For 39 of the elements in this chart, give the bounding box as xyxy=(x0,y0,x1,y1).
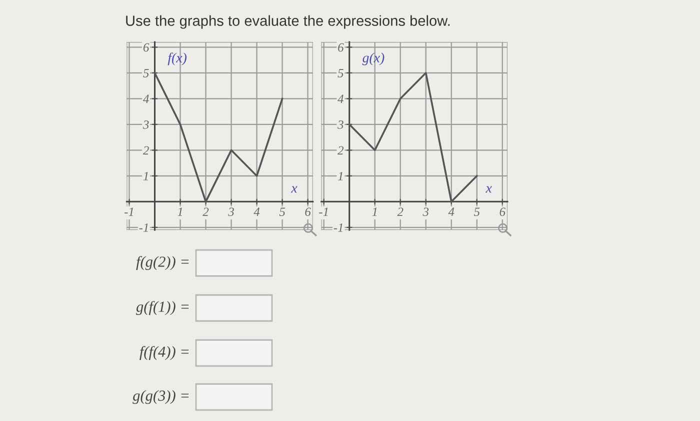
y-tick-label: 5 xyxy=(338,69,344,78)
x-tick-label: 2 xyxy=(202,208,209,216)
text: g(f(1)) = xyxy=(136,300,189,316)
y-axis-title: g(x) xyxy=(362,52,384,66)
y-tick-label: 3 xyxy=(338,120,344,129)
y-tick-label: 1 xyxy=(143,172,148,180)
x-tick-label: 6 xyxy=(305,208,311,216)
y-tick-label: 3 xyxy=(142,120,149,129)
x-tick-label: -1 xyxy=(124,208,134,216)
y-tick-label: 4 xyxy=(338,94,344,104)
y-axis-title: f(x) xyxy=(168,52,187,66)
y-tick-label: 4 xyxy=(142,94,149,104)
y-tick-label: 2 xyxy=(338,146,344,155)
y-tick-label: 6 xyxy=(338,43,344,52)
y-tick-label: 6 xyxy=(143,43,150,52)
text: f(g(2)) = xyxy=(136,256,189,270)
x-tick-label: 5 xyxy=(279,208,286,216)
x-tick-label: 1 xyxy=(372,208,377,216)
x-tick-label: 6 xyxy=(500,208,506,216)
x-tick-label: -1 xyxy=(319,208,328,216)
x-tick-label: 4 xyxy=(254,208,260,216)
x-axis-title: x xyxy=(486,186,492,193)
x-axis-title: x xyxy=(291,186,298,193)
text: f(f(4)) = xyxy=(140,346,189,360)
chart-title: Use the graphs to evaluate the expressions below. xyxy=(126,15,450,29)
text: g(g(3)) = xyxy=(132,390,189,404)
y-tick-label: -1 xyxy=(139,224,148,232)
x-tick-label: 1 xyxy=(178,208,182,216)
x-tick-label: 4 xyxy=(448,208,454,216)
x-tick-label: 5 xyxy=(474,208,480,216)
x-tick-label: 3 xyxy=(228,208,234,216)
x-tick-label: 3 xyxy=(422,208,429,216)
y-tick-label: -1 xyxy=(334,224,342,232)
y-tick-label: 2 xyxy=(142,146,149,155)
x-tick-label: 2 xyxy=(397,208,404,216)
line-series xyxy=(348,72,478,203)
y-tick-label: 5 xyxy=(143,69,149,78)
y-tick-label: 1 xyxy=(338,172,342,180)
line-series xyxy=(154,72,284,203)
